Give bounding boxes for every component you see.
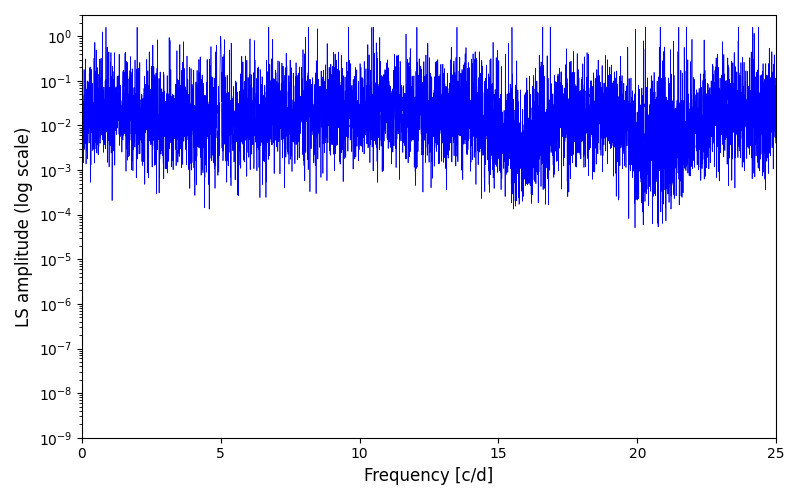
X-axis label: Frequency [c/d]: Frequency [c/d] bbox=[364, 467, 494, 485]
Y-axis label: LS amplitude (log scale): LS amplitude (log scale) bbox=[15, 126, 33, 326]
